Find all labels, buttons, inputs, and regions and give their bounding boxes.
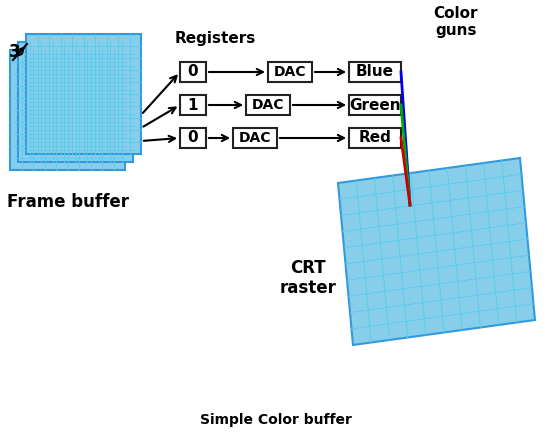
Text: 3: 3 — [9, 43, 21, 61]
Bar — [18, 42, 133, 162]
Text: DAC: DAC — [252, 98, 284, 112]
Text: DAC: DAC — [239, 131, 272, 145]
Text: Registers: Registers — [174, 30, 255, 46]
Text: 0: 0 — [187, 65, 199, 79]
Text: DAC: DAC — [274, 65, 306, 79]
Bar — [268, 62, 312, 82]
Bar — [180, 128, 206, 148]
Bar — [233, 128, 277, 148]
Text: 0: 0 — [187, 131, 199, 145]
Text: Red: Red — [358, 131, 392, 145]
Text: Blue: Blue — [356, 65, 394, 79]
Text: Frame buffer: Frame buffer — [7, 193, 129, 211]
Bar — [180, 95, 206, 115]
Polygon shape — [338, 158, 535, 345]
Bar — [180, 62, 206, 82]
Bar — [10, 50, 125, 170]
Text: Color
guns: Color guns — [434, 6, 478, 38]
Bar — [26, 34, 141, 154]
Text: 1: 1 — [188, 98, 198, 112]
Text: Simple Color buffer: Simple Color buffer — [200, 413, 352, 427]
Bar — [246, 95, 290, 115]
Bar — [349, 62, 401, 82]
Text: Green: Green — [349, 98, 401, 112]
Bar — [349, 95, 401, 115]
Bar — [349, 128, 401, 148]
Text: CRT
raster: CRT raster — [280, 259, 336, 297]
